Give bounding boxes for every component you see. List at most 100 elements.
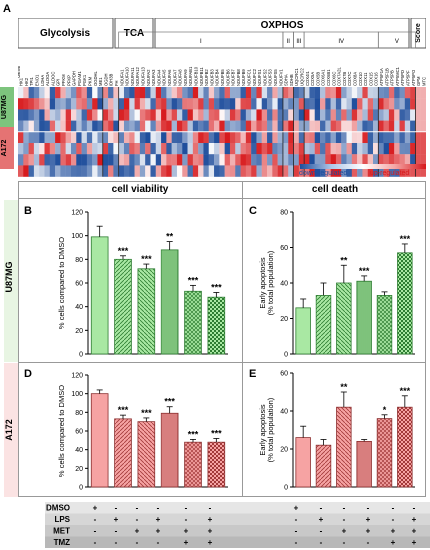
gene-label: COX6B1: [326, 69, 331, 86]
y-tick-label: 0: [79, 485, 83, 492]
heatmap-cell: [245, 143, 252, 155]
y-tick-label: 0: [79, 352, 83, 359]
heatmap-cell: [420, 165, 426, 177]
heatmap-cell: [394, 109, 400, 121]
heatmap-cell: [309, 143, 315, 155]
heatmap-cell: [293, 120, 300, 132]
gene-label: IDH3B: [109, 73, 114, 86]
heatmap-cell: [76, 154, 82, 166]
heatmap-cell: [182, 109, 188, 121]
gene-label: ATP5F1B: [384, 68, 389, 86]
gene-label: NDUFA10: [125, 66, 130, 86]
heatmap-cell: [60, 98, 66, 110]
gene-label: PGK1: [82, 74, 87, 86]
heatmap-cell: [388, 165, 395, 177]
heatmap-cell: [55, 165, 61, 177]
treatment-sign: -: [94, 515, 97, 524]
y-tick-label: 20: [280, 316, 288, 323]
heatmap-cell: [341, 143, 347, 155]
heatmap-cell: [70, 109, 77, 121]
heatmap-cell: [314, 165, 321, 177]
heatmap-cell: [23, 98, 29, 110]
heatmap-cell: [399, 109, 406, 121]
heatmap-cell: [81, 109, 88, 121]
heatmap-cell: [113, 143, 119, 155]
heatmap-cell: [357, 87, 363, 99]
heatmap-cell: [277, 143, 284, 155]
heatmap-cell: [351, 109, 358, 121]
heatmap-cell: [320, 120, 326, 132]
heatmap-cell: [404, 143, 411, 155]
gene-label: OGDH: [103, 73, 108, 86]
heatmap-cell: [113, 154, 119, 166]
heatmap-cell: [245, 98, 252, 110]
y-tick-label: 60: [280, 371, 288, 378]
significance-label: ***: [211, 428, 222, 438]
complex-boxes: I II III IV V: [118, 31, 416, 49]
heatmap-cell: [282, 165, 289, 177]
heatmap-cell: [139, 98, 146, 110]
heatmap-cell: [108, 120, 114, 132]
heatmap-cell: [76, 98, 82, 110]
heatmap-cell: [23, 154, 29, 166]
heatmap-cell: [145, 143, 151, 155]
gene-label: PFKP: [66, 75, 71, 86]
heatmap-cell: [341, 154, 347, 166]
heatmap-cell: [378, 143, 384, 155]
gene-label: NDUFC1: [246, 68, 251, 86]
heatmap-cell: [208, 109, 215, 121]
heatmap-cell: [203, 109, 209, 121]
treatment-sign: -: [115, 538, 118, 547]
heatmap-cell: [293, 98, 300, 110]
heatmap-cell: [224, 120, 231, 132]
heatmap-cell: [118, 165, 125, 177]
heatmap-cell: [341, 109, 347, 121]
heatmap-cell: [171, 131, 178, 144]
heatmap-cell: [346, 154, 353, 166]
heatmap-cell: [97, 98, 103, 110]
treatment-sign: +: [412, 515, 417, 524]
y-axis-label: (% total population): [266, 250, 275, 315]
heatmap-cell: [235, 120, 241, 132]
heatmap-cell: [288, 120, 294, 132]
heatmap-cell: [378, 154, 384, 166]
heatmap-cell: [60, 143, 66, 155]
heatmap-cell: [367, 165, 374, 177]
gene-label: FH: [114, 80, 119, 86]
gene-label: NDUFA7: [172, 69, 177, 86]
heatmap-cell: [70, 143, 77, 155]
heatmap-cell: [320, 98, 326, 110]
heatmap-cell: [102, 154, 109, 166]
heatmap-cell: [192, 143, 199, 155]
heatmap-cell: [304, 154, 310, 166]
heatmap-cell: [86, 165, 93, 177]
significance-label: ***: [141, 408, 152, 418]
heatmap-cell: [362, 131, 368, 144]
heatmap-cell: [219, 98, 225, 110]
gene-label: NDUFB3: [209, 69, 214, 86]
tca-header: TCA: [124, 28, 145, 39]
heatmap-cell: [97, 154, 103, 166]
significance-label: ***: [141, 254, 152, 264]
treatment-sign: -: [94, 538, 97, 547]
gene-label: NDUFA12: [135, 66, 140, 86]
heatmap-cell: [335, 131, 342, 144]
treatment-sign: -: [413, 504, 416, 513]
chart-b: B 0 20 40 60 80 100 120 % cells compared to DMSO…: [24, 205, 228, 359]
treatment-sign: -: [367, 504, 370, 513]
significance-label: ***: [188, 429, 199, 439]
heatmap-cell: [198, 87, 204, 99]
heatmap-cell: [267, 87, 273, 99]
significance-label: ***: [188, 275, 199, 285]
y-tick-label: 40: [75, 447, 83, 454]
heatmap-cell: [251, 143, 257, 155]
heatmap-cell: [150, 98, 156, 110]
heatmap-cell: [388, 120, 395, 132]
heatmap-cell: [39, 98, 45, 110]
heatmap-cell: [145, 131, 151, 144]
heatmap-cell: [235, 98, 241, 110]
bar: [114, 258, 132, 355]
heatmap-cell: [240, 109, 247, 121]
heatmap-cell: [176, 120, 183, 132]
treatment-sign: +: [135, 527, 140, 536]
